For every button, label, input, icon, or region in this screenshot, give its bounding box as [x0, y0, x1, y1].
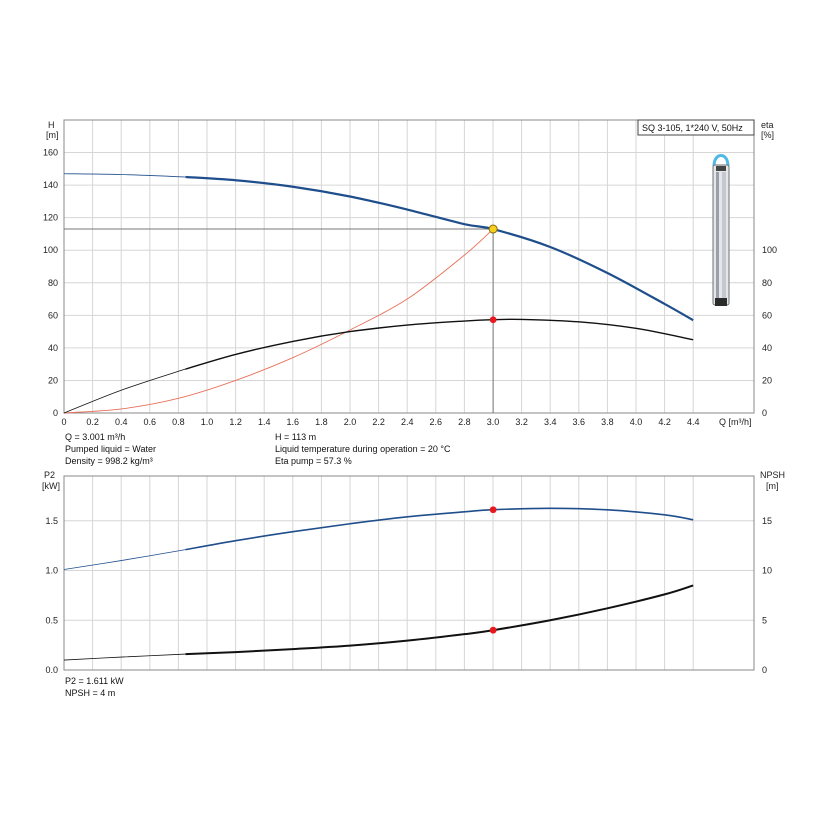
x-tick-label: 1.6 [287, 417, 300, 427]
npsh-curve-extrapolated [63, 653, 186, 661]
npsh-tick-label: 5 [762, 615, 767, 625]
x-tick-label: 4.4 [687, 417, 700, 427]
npsh-tick-label: 0 [762, 665, 767, 675]
p2-axis-label-line2: [kW] [42, 481, 60, 491]
efficiency-curve-extrapolated [63, 368, 186, 414]
x-tick-label: 0.8 [172, 417, 185, 427]
x-tick-label: 3.6 [573, 417, 586, 427]
x-tick-label: 3.8 [601, 417, 614, 427]
eta-tick-label: 80 [762, 278, 772, 288]
bottom-right-tick-labels: 0 5 10 15 [762, 516, 772, 675]
x-tick-label: 2.8 [458, 417, 471, 427]
x-tick-label: 3.2 [515, 417, 528, 427]
eta-tick-label: 40 [762, 343, 772, 353]
npsh-tick-label: 15 [762, 516, 772, 526]
head-curve-extrapolated [63, 173, 186, 178]
top-plot-frame [63, 119, 755, 414]
efficiency-curve [185, 318, 694, 370]
x-tick-label: 2.2 [372, 417, 385, 427]
eta-tick-label: 60 [762, 310, 772, 320]
eta-axis-label-line2: [%] [761, 130, 774, 140]
x-tick-label: 0 [61, 417, 66, 427]
p2-tick-label: 1.0 [45, 566, 58, 576]
x-tick-label: 0.6 [144, 417, 157, 427]
info-npsh: NPSH = 4 m [65, 688, 115, 698]
info-flow: Q = 3.001 m³/h [65, 432, 125, 442]
duty-point-head-marker [488, 224, 498, 234]
x-tick-label: 3.0 [487, 417, 500, 427]
y-tick-label: 120 [43, 213, 58, 223]
y-tick-label: 100 [43, 245, 58, 255]
y-tick-label: 20 [48, 375, 58, 385]
x-tick-label: 0.2 [86, 417, 99, 427]
info-p2: P2 = 1.611 kW [65, 676, 124, 686]
pump-top-band-icon [716, 166, 726, 171]
p2-tick-label: 0.5 [45, 615, 58, 625]
npsh-tick-label: 10 [762, 566, 772, 576]
npsh-curve [185, 584, 694, 656]
y-tick-label: 140 [43, 180, 58, 190]
pump-illustration [712, 154, 730, 306]
npsh-axis-label-line1: NPSH [760, 470, 785, 480]
chart-title: SQ 3-105, 1*240 V, 50Hz [642, 123, 743, 133]
p2-tick-label: 0.0 [45, 665, 58, 675]
x-tick-label: 1.0 [201, 417, 214, 427]
title-box [637, 119, 755, 136]
eta-tick-label: 20 [762, 375, 772, 385]
x-tick-label: 1.8 [315, 417, 328, 427]
x-tick-label: 1.4 [258, 417, 271, 427]
pump-base-icon [715, 298, 727, 306]
bottom-duty-points [489, 506, 497, 634]
x-tick-label: 0.4 [115, 417, 128, 427]
eta-tick-label: 100 [762, 245, 777, 255]
bottom-y-tick-labels: 0.0 0.5 1.0 1.5 [45, 516, 58, 675]
top-duty-points [488, 224, 498, 324]
x-tick-label: 3.4 [544, 417, 557, 427]
y-tick-label: 0 [53, 408, 58, 418]
info-eta: Eta pump = 57.3 % [275, 456, 352, 466]
p2-tick-label: 1.5 [45, 516, 58, 526]
head-axis-label-line2: [m] [46, 130, 59, 140]
x-tick-label: 2.6 [430, 417, 443, 427]
x-tick-label: 2.0 [344, 417, 357, 427]
top-x-tick-labels: 0 0.2 0.4 0.6 0.8 1.0 1.2 1.4 1.6 1.8 2.0 2.2 2.4 2.6… [61, 417, 699, 427]
pump-highlight-icon [722, 172, 726, 300]
info-head: H = 113 m [275, 432, 316, 442]
pump-shaft-icon [716, 172, 719, 300]
top-grid [63, 120, 754, 414]
p2-axis-label-line1: P2 [44, 470, 55, 480]
duty-point-p2-marker [489, 506, 497, 514]
top-y-tick-labels: 0 20 40 60 80 100 120 140 160 [43, 148, 58, 418]
bottom-curves [63, 507, 694, 661]
head-curve [185, 175, 694, 322]
y-tick-label: 40 [48, 343, 58, 353]
duty-point-eta-marker [489, 316, 497, 324]
y-tick-label: 60 [48, 310, 58, 320]
x-tick-label: 1.2 [229, 417, 242, 427]
duty-point-npsh-marker [489, 626, 497, 634]
info-temperature: Liquid temperature during operation = 20… [275, 444, 451, 454]
flow-axis-label: Q [m³/h] [719, 417, 752, 427]
npsh-axis-label-line2: [m] [766, 481, 779, 491]
x-tick-label: 4.2 [658, 417, 671, 427]
pump-cap-icon [712, 154, 730, 167]
pump-body-icon [712, 164, 730, 306]
y-tick-label: 80 [48, 278, 58, 288]
x-tick-label: 2.4 [401, 417, 414, 427]
p2-curve [185, 507, 694, 551]
info-density: Density = 998.2 kg/m³ [65, 456, 153, 466]
bottom-plot-frame [63, 475, 755, 671]
top-right-tick-labels: 0 20 40 60 80 100 [762, 245, 777, 418]
eta-tick-label: 0 [762, 408, 767, 418]
eta-axis-label-line1: eta [761, 120, 774, 130]
system-curve [63, 228, 494, 414]
x-tick-label: 4.0 [630, 417, 643, 427]
head-axis-label-line1: H [48, 120, 55, 130]
info-liquid: Pumped liquid = Water [65, 444, 156, 454]
y-tick-label: 160 [43, 148, 58, 158]
p2-curve-extrapolated [63, 549, 186, 570]
